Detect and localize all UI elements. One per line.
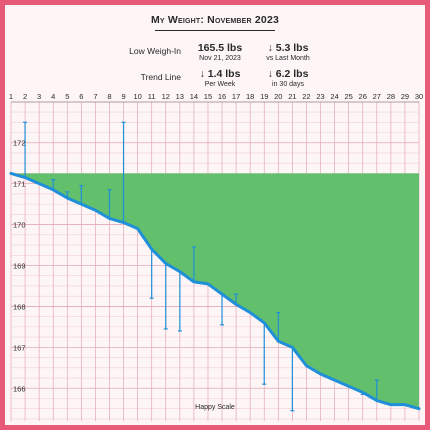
per-week-value: ↓ 1.4 lbs	[199, 68, 241, 80]
y-tick-label: 169	[13, 262, 26, 271]
y-tick-label: 170	[13, 221, 26, 230]
x-tick-label: 9	[121, 92, 125, 101]
vs-last-month-caption: vs Last Month	[266, 55, 310, 62]
x-tick-label: 22	[302, 92, 310, 101]
x-tick-label: 19	[260, 92, 268, 101]
x-tick-label: 17	[232, 92, 240, 101]
per-week-caption: Per Week	[204, 81, 236, 88]
x-tick-label: 16	[218, 92, 226, 101]
weight-report-card: My Weight: November 2023 Low Weigh-In 16…	[5, 5, 425, 425]
x-tick-label: 10	[133, 92, 141, 101]
page-title: My Weight: November 2023	[150, 14, 280, 26]
low-weighin-label: Low Weigh-In	[129, 46, 181, 56]
low-weighin-stat: 165.5 lbs Nov 21, 2023	[175, 42, 265, 62]
x-tick-label: 29	[401, 92, 409, 101]
y-tick-label: 168	[13, 302, 26, 311]
x-tick-label: 25	[344, 92, 352, 101]
x-tick-label: 21	[288, 92, 296, 101]
x-tick-label: 5	[65, 92, 69, 101]
x-tick-label: 18	[246, 92, 254, 101]
x-tick-label: 8	[107, 92, 111, 101]
y-tick-label: 166	[13, 384, 26, 393]
x-tick-label: 6	[79, 92, 83, 101]
x-tick-label: 7	[93, 92, 97, 101]
x-tick-label: 15	[204, 92, 212, 101]
x-tick-label: 20	[274, 92, 282, 101]
x-tick-label: 14	[190, 92, 198, 101]
y-tick-label: 167	[13, 343, 26, 352]
x-tick-label: 28	[387, 92, 395, 101]
x-tick-label: 26	[359, 92, 367, 101]
weight-chart: 1 2 3 4 5 6 7 8 9 10 11 12 13 14 15 16 17 18 19 20 21 22 23 24 2…	[9, 92, 423, 421]
trend-line	[9, 171, 421, 411]
x-tick-label: 3	[37, 92, 41, 101]
x-tick-label: 27	[373, 92, 381, 101]
x-tick-label: 11	[148, 92, 156, 101]
x-tick-label: 24	[330, 92, 338, 101]
x-tick-label: 23	[316, 92, 324, 101]
low-weighin-value: 165.5 lbs	[197, 42, 243, 54]
y-tick-label: 171	[13, 180, 26, 189]
title-underline	[155, 30, 275, 31]
thirty-day-caption: in 30 days	[272, 81, 304, 88]
per-week-stat: ↓ 1.4 lbs Per Week	[175, 68, 265, 88]
progress-area	[11, 173, 419, 409]
thirty-day-value: ↓ 6.2 lbs	[267, 68, 309, 80]
trend-line-label: Trend Line	[140, 72, 181, 82]
x-tick-label: 1	[9, 92, 13, 101]
x-tick-label: 2	[23, 92, 27, 101]
x-tick-label: 4	[51, 92, 55, 101]
x-tick-label: 13	[176, 92, 184, 101]
x-tick-label: 12	[162, 92, 170, 101]
vs-last-month-value: ↓ 5.3 lbs	[267, 42, 309, 54]
thirty-day-stat: ↓ 6.2 lbs in 30 days	[243, 68, 333, 88]
low-weighin-date: Nov 21, 2023	[199, 55, 241, 62]
watermark-text: Happy Scale	[195, 404, 235, 411]
x-tick-label: 30	[415, 92, 423, 101]
vs-last-month-stat: ↓ 5.3 lbs vs Last Month	[243, 42, 333, 62]
y-tick-label: 172	[13, 139, 26, 148]
